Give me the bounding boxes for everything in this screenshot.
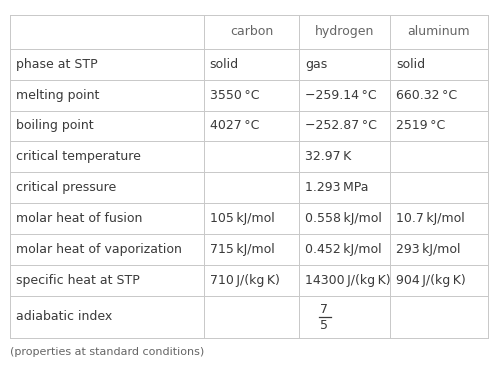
Text: 0.558 kJ/mol: 0.558 kJ/mol [305,212,382,225]
Text: 2519 °C: 2519 °C [396,120,445,132]
Text: hydrogen: hydrogen [315,26,374,38]
Text: boiling point: boiling point [16,120,94,132]
Text: gas: gas [305,58,327,71]
Text: −259.14 °C: −259.14 °C [305,88,377,102]
Text: molar heat of fusion: molar heat of fusion [16,212,142,225]
Text: 3550 °C: 3550 °C [210,88,259,102]
Text: 7: 7 [320,303,328,316]
Text: 0.452 kJ/mol: 0.452 kJ/mol [305,243,382,256]
Text: 710 J/(kg K): 710 J/(kg K) [210,274,279,287]
Text: 293 kJ/mol: 293 kJ/mol [396,243,461,256]
Text: adiabatic index: adiabatic index [16,310,112,323]
Text: 32.97 K: 32.97 K [305,150,352,164]
Text: 660.32 °C: 660.32 °C [396,88,457,102]
Text: (properties at standard conditions): (properties at standard conditions) [10,347,204,357]
Text: solid: solid [396,58,425,71]
Text: 904 J/(kg K): 904 J/(kg K) [396,274,466,287]
Text: specific heat at STP: specific heat at STP [16,274,139,287]
Text: 4027 °C: 4027 °C [210,120,259,132]
Text: 105 kJ/mol: 105 kJ/mol [210,212,274,225]
Text: solid: solid [210,58,239,71]
Text: phase at STP: phase at STP [16,58,98,71]
Text: 5: 5 [320,318,328,332]
Text: −252.87 °C: −252.87 °C [305,120,377,132]
Text: molar heat of vaporization: molar heat of vaporization [16,243,182,256]
Text: 1.293 MPa: 1.293 MPa [305,181,369,194]
Text: 715 kJ/mol: 715 kJ/mol [210,243,274,256]
Text: critical temperature: critical temperature [16,150,141,164]
Text: 10.7 kJ/mol: 10.7 kJ/mol [396,212,465,225]
Text: critical pressure: critical pressure [16,181,116,194]
Text: carbon: carbon [230,26,273,38]
Text: aluminum: aluminum [408,26,470,38]
Text: melting point: melting point [16,88,99,102]
Text: 14300 J/(kg K): 14300 J/(kg K) [305,274,391,287]
